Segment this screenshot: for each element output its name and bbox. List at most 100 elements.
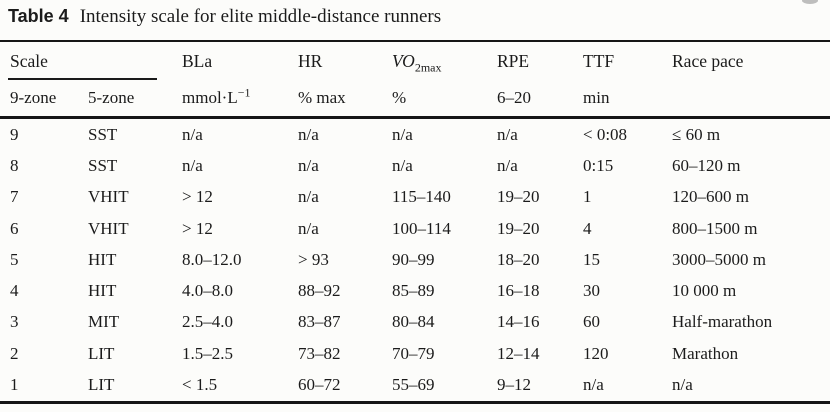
cell-hr: 83–87 (298, 312, 341, 332)
cell-race-pace: 120–600 m (672, 187, 749, 207)
header-bla-unit-base: mmol·L (182, 88, 238, 107)
header-hr-unit: % max (298, 88, 346, 107)
cropped-glyph-fragment (802, 0, 818, 4)
cell-bla: 4.0–8.0 (182, 281, 233, 301)
cell-hr: 88–92 (298, 281, 341, 301)
cell-bla: n/a (182, 155, 203, 175)
cell-zone9: 3 (10, 312, 19, 332)
table-row: 9 SST n/a n/a n/a n/a < 0:08 ≤ 60 m (0, 118, 830, 151)
cell-rpe: 12–14 (497, 343, 540, 363)
intensity-scale-table: Scale BLa HR VO2max RPE TTF Race pace 9-… (0, 40, 830, 404)
cell-zone5: SST (88, 155, 118, 175)
cell-hr: > 93 (298, 249, 329, 269)
cell-race-pace: ≤ 60 m (672, 124, 721, 144)
cell-ttf: 120 (583, 343, 609, 363)
cell-zone9: 5 (10, 249, 19, 269)
header-5-zone: 5-zone (88, 88, 135, 107)
cell-hr: 73–82 (298, 343, 341, 363)
cell-rpe: n/a (497, 155, 518, 175)
table-caption-text: Intensity scale for elite middle-distanc… (79, 6, 442, 27)
cell-ttf: 30 (583, 281, 600, 301)
cell-race-pace: n/a (672, 375, 693, 395)
cell-hr: 60–72 (298, 375, 341, 395)
cell-race-pace: 60–120 m (672, 155, 741, 175)
cell-bla: 2.5–4.0 (182, 312, 233, 332)
cell-race-pace: 800–1500 m (672, 218, 758, 238)
table-caption-label: Table 4 (8, 6, 69, 26)
table-row: 6 VHIT > 12 n/a 100–114 19–20 4 800–1500… (0, 213, 830, 244)
header-bla: BLa (182, 50, 213, 71)
cell-ttf: 0:15 (583, 155, 614, 175)
table-header-unit-row: 9-zone 5-zone mmol·L−1 % max % 6–20 min (0, 80, 830, 118)
header-rpe: RPE (497, 50, 530, 71)
header-ttf: TTF (583, 50, 615, 71)
cell-rpe: 19–20 (497, 218, 540, 238)
header-vo2max-base: VO (392, 50, 415, 71)
cell-zone5: HIT (88, 249, 117, 269)
header-scale: Scale (0, 41, 182, 80)
cell-zone9: 4 (10, 281, 19, 301)
cell-zone5: LIT (88, 375, 115, 395)
cell-zone5: LIT (88, 343, 115, 363)
cell-bla: n/a (182, 124, 203, 144)
header-hr: HR (298, 50, 323, 71)
scale-subheader-rule (8, 78, 157, 80)
cell-zone9: 8 (10, 155, 19, 175)
table-row: 4 HIT 4.0–8.0 88–92 85–89 16–18 30 10 00… (0, 275, 830, 306)
cell-zone9: 1 (10, 375, 19, 395)
cell-ttf: 15 (583, 249, 600, 269)
cell-vo2max: 80–84 (392, 312, 435, 332)
header-scale-label: Scale (10, 50, 48, 71)
table-caption: Table 4 Intensity scale for elite middle-… (8, 6, 441, 28)
cell-vo2max: 115–140 (392, 187, 451, 207)
header-race-pace-unit (672, 80, 830, 118)
cell-rpe: 16–18 (497, 281, 540, 301)
cell-bla: 8.0–12.0 (182, 249, 242, 269)
header-bla-unit: mmol·L−1 (182, 80, 298, 118)
cell-vo2max: 90–99 (392, 249, 435, 269)
cell-rpe: 19–20 (497, 187, 540, 207)
header-9-zone: 9-zone (10, 88, 57, 107)
cell-ttf: 1 (583, 187, 592, 207)
table-row: 5 HIT 8.0–12.0 > 93 90–99 18–20 15 3000–… (0, 244, 830, 275)
header-race-pace: Race pace (672, 50, 744, 71)
cell-zone9: 7 (10, 187, 19, 207)
cell-rpe: n/a (497, 124, 518, 144)
cell-rpe: 18–20 (497, 249, 540, 269)
header-rpe-unit: 6–20 (497, 88, 531, 107)
cell-bla: > 12 (182, 218, 213, 238)
header-vo2max-unit: % (392, 88, 407, 107)
cell-hr: n/a (298, 218, 319, 238)
cell-zone9: 9 (10, 124, 19, 144)
cell-zone9: 6 (10, 218, 19, 238)
cell-vo2max: 55–69 (392, 375, 435, 395)
cell-bla: 1.5–2.5 (182, 343, 233, 363)
table-header: Scale BLa HR VO2max RPE TTF Race pace 9-… (0, 41, 830, 118)
header-bla-unit-superscript: −1 (237, 85, 251, 100)
cell-zone9: 2 (10, 343, 19, 363)
cell-race-pace: 3000–5000 m (672, 249, 766, 269)
cell-hr: n/a (298, 155, 319, 175)
header-vo2max: VO2max (392, 41, 497, 80)
table-row: 8 SST n/a n/a n/a n/a 0:15 60–120 m (0, 150, 830, 181)
table-row: 1 LIT < 1.5 60–72 55–69 9–12 n/a n/a (0, 369, 830, 402)
cell-zone5: VHIT (88, 187, 129, 207)
cell-bla: > 12 (182, 187, 213, 207)
cell-ttf: 4 (583, 218, 592, 238)
cell-vo2max: n/a (392, 155, 413, 175)
cell-ttf: < 0:08 (583, 124, 628, 144)
table-row: 3 MIT 2.5–4.0 83–87 80–84 14–16 60 Half-… (0, 307, 830, 338)
cell-hr: n/a (298, 124, 319, 144)
table-header-group-row: Scale BLa HR VO2max RPE TTF Race pace (0, 41, 830, 80)
cell-zone5: MIT (88, 312, 120, 332)
cell-vo2max: 100–114 (392, 218, 451, 238)
cell-race-pace: Half-marathon (672, 312, 773, 332)
cell-ttf: 60 (583, 312, 600, 332)
cell-hr: n/a (298, 187, 319, 207)
cell-zone5: VHIT (88, 218, 129, 238)
cell-vo2max: 85–89 (392, 281, 435, 301)
table-row: 7 VHIT > 12 n/a 115–140 19–20 1 120–600 … (0, 182, 830, 213)
cell-zone5: HIT (88, 281, 117, 301)
cell-rpe: 14–16 (497, 312, 540, 332)
